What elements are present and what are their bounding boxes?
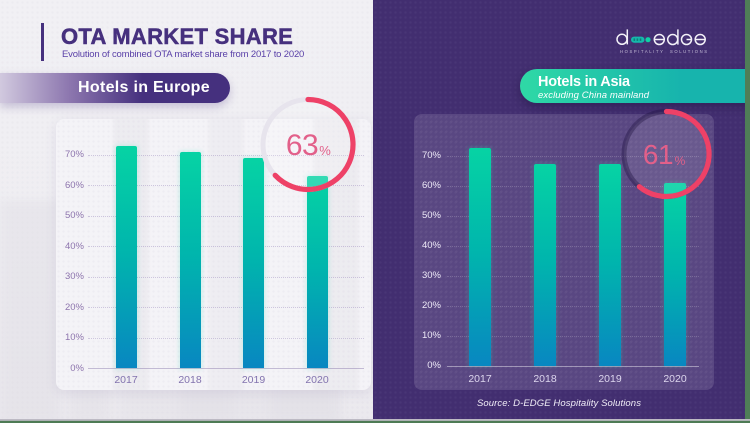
- svg-text:HOSPITALITY SOLUTIONS: HOSPITALITY SOLUTIONS: [620, 49, 707, 54]
- svg-text:61: 61: [643, 139, 673, 170]
- svg-text:%: %: [319, 143, 331, 158]
- svg-text:%: %: [675, 154, 686, 168]
- svg-text:63: 63: [286, 129, 318, 162]
